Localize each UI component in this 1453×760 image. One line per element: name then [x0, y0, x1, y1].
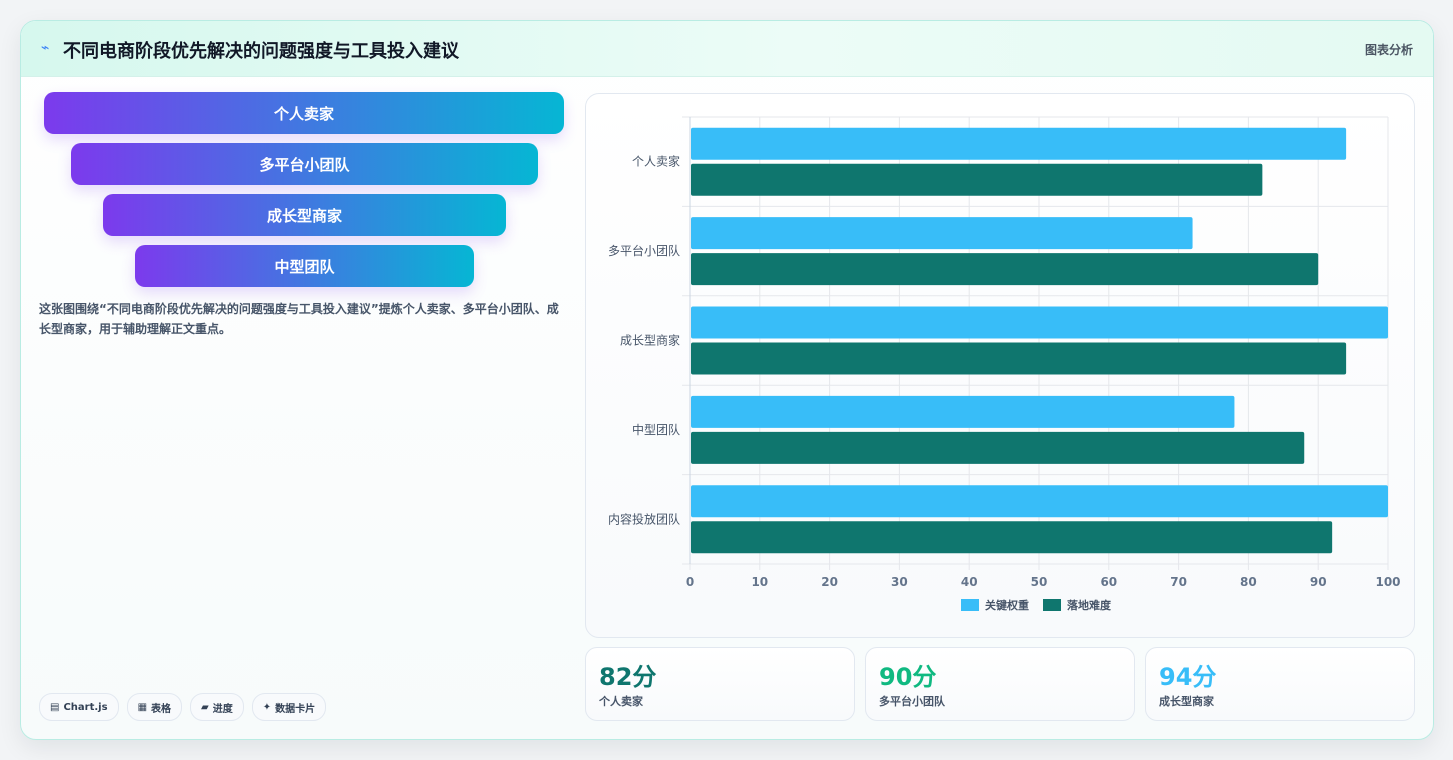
main-card: ⌁ 不同电商阶段优先解决的问题强度与工具投入建议 图表分析 个人卖家 多平台小团…: [20, 20, 1434, 740]
tag-label: Chart.js: [63, 701, 108, 713]
x-tick-label: 60: [1100, 575, 1117, 589]
x-tick-label: 70: [1170, 575, 1187, 589]
chart-description: 这张图围绕“不同电商阶段优先解决的问题强度与工具投入建议”提炼个人卖家、多平台小…: [39, 302, 559, 336]
x-tick-label: 90: [1310, 575, 1327, 589]
x-tick-label: 10: [751, 575, 768, 589]
tag-progress[interactable]: ▰ 进度: [190, 693, 244, 721]
legend-label: 关键权重: [985, 598, 1029, 612]
table-icon: ▦: [137, 701, 148, 713]
x-tick-label: 20: [821, 575, 838, 589]
card-header: ⌁ 不同电商阶段优先解决的问题强度与工具投入建议 图表分析: [21, 21, 1433, 77]
bar-key-weight: [691, 485, 1388, 518]
chart-analysis-label: 图表分析: [1364, 43, 1413, 57]
y-category-label: 内容投放团队: [608, 511, 680, 526]
progress-icon: ▰: [201, 701, 209, 713]
x-tick-label: 0: [686, 575, 694, 589]
bar-key-weight: [691, 217, 1193, 250]
chart-panel: 0 10 20 30 40 50 60 70 80 90 100 个人卖家多平台小团队成长型商家中型团…: [585, 93, 1415, 638]
funnel-step-3: 成长型商家: [103, 194, 506, 236]
bar-difficulty: [691, 431, 1305, 464]
chart-icon: ▤: [50, 701, 60, 713]
stat-value: 82分: [599, 663, 657, 691]
bar-chart: 0 10 20 30 40 50 60 70 80 90 100 个人卖家多平台小团队成长型商家中型团…: [608, 116, 1401, 612]
stat-label: 多平台小团队: [879, 695, 945, 708]
bar-key-weight: [691, 127, 1347, 160]
x-tick-label: 40: [961, 575, 978, 589]
funnel-step-2: 多平台小团队: [71, 143, 538, 185]
bar-key-weight: [691, 306, 1388, 339]
legend-label: 落地难度: [1067, 598, 1112, 612]
tag-table[interactable]: ▦ 表格: [126, 693, 183, 721]
y-category-label: 中型团队: [632, 422, 680, 437]
tag-label: 表格: [151, 703, 172, 715]
x-tick-label: 50: [1031, 575, 1048, 589]
tag-list: ▤ Chart.js ▦ 表格 ▰ 进度 ✦ 数据卡片: [39, 693, 327, 721]
funnel-step-4: 中型团队: [135, 245, 474, 287]
y-category-label: 个人卖家: [632, 154, 680, 169]
funnel-step-1: 个人卖家: [44, 92, 564, 134]
tag-data-card[interactable]: ✦ 数据卡片: [251, 693, 327, 721]
stat-card-2: 90分 多平台小团队: [865, 647, 1135, 721]
bar-key-weight: [691, 395, 1235, 428]
stat-card-3: 94分 成长型商家: [1145, 647, 1415, 721]
bar-difficulty: [691, 342, 1347, 375]
bar-difficulty: [691, 253, 1319, 286]
x-tick-label: 100: [1375, 575, 1400, 589]
stat-value: 94分: [1159, 663, 1217, 691]
card-icon: ✦: [262, 701, 272, 713]
legend-swatch: [1043, 599, 1061, 611]
y-category-label: 多平台小团队: [608, 243, 680, 258]
x-tick-label: 80: [1240, 575, 1257, 589]
stat-label: 成长型商家: [1159, 695, 1214, 708]
stat-value: 90分: [879, 663, 937, 691]
tag-label: 进度: [212, 703, 233, 715]
tag-label: 数据卡片: [275, 703, 316, 715]
legend-swatch: [961, 599, 979, 611]
page-title: 不同电商阶段优先解决的问题强度与工具投入建议: [63, 41, 459, 62]
stat-card-1: 82分 个人卖家: [585, 647, 855, 721]
sparkle-icon: ⌁: [41, 40, 50, 56]
x-tick-label: 30: [891, 575, 908, 589]
stat-label: 个人卖家: [599, 695, 643, 708]
tag-chartjs[interactable]: ▤ Chart.js: [39, 693, 119, 721]
y-category-label: 成长型商家: [620, 333, 680, 348]
bar-difficulty: [691, 521, 1333, 554]
bar-difficulty: [691, 163, 1263, 196]
